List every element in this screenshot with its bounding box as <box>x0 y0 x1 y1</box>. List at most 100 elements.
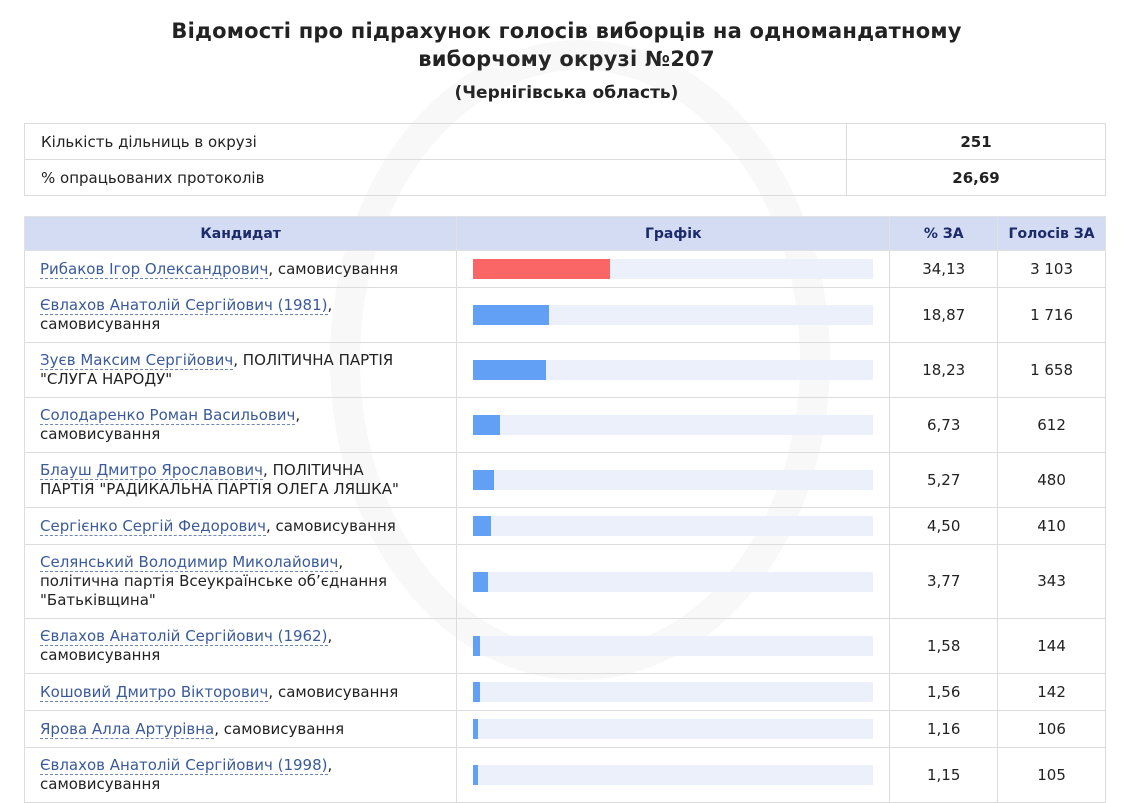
title-line-2: виборчому окрузі №207 <box>418 47 715 71</box>
graph-cell <box>456 618 891 674</box>
votes-cell: 343 <box>997 544 1106 619</box>
candidate-name-link[interactable]: Зуєв Максим Сергійович <box>40 351 234 370</box>
candidate-cell: Євлахов Анатолій Сергійович (1981), самов… <box>23 287 458 343</box>
votes-cell: 144 <box>997 618 1106 674</box>
candidate-name-link[interactable]: Кошовий Дмитро Вікторович <box>40 682 269 702</box>
candidate-cell: Ярова Алла Артурівна, самовисування <box>23 710 458 748</box>
graph-cell <box>456 287 891 343</box>
table-row: Ярова Алла Артурівна, самовисування 1,16 1… <box>23 710 1106 748</box>
header-votes[interactable]: Голосів ЗА <box>997 216 1106 251</box>
candidate-name-link[interactable]: Селянський Володимир Миколайович <box>40 553 339 572</box>
candidate-party: , <box>338 553 344 571</box>
graph-cell <box>456 544 891 619</box>
candidate-name-link[interactable]: Євлахов Анатолій Сергійович (1998) <box>40 756 328 775</box>
processed-value: 26,69 <box>846 159 1106 196</box>
table-row: Євлахов Анатолій Сергійович (1962), самов… <box>23 618 1106 674</box>
votes-cell: 105 <box>997 747 1106 803</box>
summary-row-processed: % опрацьованих протоколів 26,69 <box>24 159 1106 196</box>
page-title: Відомості про підрахунок голосів виборці… <box>0 0 1133 73</box>
table-row: Євлахов Анатолій Сергійович (1998), самов… <box>23 747 1106 803</box>
graph-cell <box>456 452 891 508</box>
vote-bar-track <box>473 636 874 656</box>
table-row: Кошовий Дмитро Вікторович, самовисування… <box>23 673 1106 711</box>
candidate-name-link[interactable]: Рибаков Ігор Олександрович <box>40 259 269 279</box>
vote-bar <box>473 719 478 739</box>
percent-cell: 3,77 <box>889 544 999 619</box>
table-row: Євлахов Анатолій Сергійович (1981), самов… <box>23 287 1106 343</box>
candidate-cell: Кошовий Дмитро Вікторович, самовисування <box>23 673 458 711</box>
table-row: Рибаков Ігор Олександрович, самовисуванн… <box>23 250 1106 288</box>
graph-cell <box>456 250 891 288</box>
percent-cell: 6,73 <box>889 397 999 453</box>
vote-bar-track <box>473 682 874 702</box>
precincts-value: 251 <box>846 123 1106 160</box>
vote-bar-track <box>473 305 874 325</box>
votes-cell: 1 716 <box>997 287 1106 343</box>
votes-cell: 1 658 <box>997 342 1106 398</box>
table-row: Блауш Дмитро Ярославович, ПОЛІТИЧНА ПАРТІ… <box>23 452 1106 508</box>
candidate-cell: Блауш Дмитро Ярославович, ПОЛІТИЧНА ПАРТІ… <box>23 452 458 508</box>
candidate-party: , самовисування <box>265 516 396 535</box>
percent-cell: 34,13 <box>889 250 999 288</box>
vote-bar <box>473 571 489 592</box>
candidate-party: , самовисування <box>268 682 399 701</box>
graph-cell <box>456 397 891 453</box>
header-percent[interactable]: % ЗА <box>889 216 999 251</box>
vote-bar-track <box>473 719 874 739</box>
candidate-party-line2: самовисування <box>40 315 161 333</box>
candidate-name-link[interactable]: Блауш Дмитро Ярославович <box>40 461 264 480</box>
graph-cell <box>456 710 891 748</box>
vote-bar <box>473 765 478 785</box>
percent-cell: 4,50 <box>889 507 999 545</box>
vote-bar <box>473 470 495 490</box>
candidate-cell: Рибаков Ігор Олександрович, самовисуванн… <box>23 250 458 288</box>
vote-bar-track <box>473 470 874 490</box>
vote-bar <box>473 305 549 325</box>
table-row: Солодаренко Роман Васильович, самовисуван… <box>23 397 1106 453</box>
percent-cell: 1,16 <box>889 710 999 748</box>
table-row: Зуєв Максим Сергійович, ПОЛІТИЧНА ПАРТІЯ… <box>23 342 1106 398</box>
candidate-name-link[interactable]: Євлахов Анатолій Сергійович (1981) <box>40 296 328 315</box>
vote-bar-track <box>473 360 874 380</box>
candidate-party-line2: політична партія Всеукраїнське об’єднанн… <box>40 572 388 609</box>
vote-bar-track <box>473 765 874 785</box>
percent-cell: 1,58 <box>889 618 999 674</box>
candidates-table: Кандидат Графік % ЗА Голосів ЗА Рибаков … <box>23 216 1106 803</box>
graph-cell <box>456 747 891 803</box>
candidate-party: , <box>327 627 333 645</box>
candidate-name-link[interactable]: Євлахов Анатолій Сергійович (1962) <box>40 627 328 646</box>
candidate-cell: Сергієнко Сергій Федорович, самовисуванн… <box>23 507 458 545</box>
graph-cell <box>456 673 891 711</box>
candidate-cell: Євлахов Анатолій Сергійович (1998), самов… <box>23 747 458 803</box>
candidate-name-link[interactable]: Солодаренко Роман Васильович <box>40 406 296 425</box>
percent-cell: 1,56 <box>889 673 999 711</box>
candidate-party-line2: "СЛУГА НАРОДУ" <box>40 370 173 388</box>
candidate-party-line2: самовисування <box>40 775 161 793</box>
votes-cell: 612 <box>997 397 1106 453</box>
percent-cell: 5,27 <box>889 452 999 508</box>
votes-cell: 480 <box>997 452 1106 508</box>
candidate-name-link[interactable]: Ярова Алла Артурівна <box>40 719 215 739</box>
vote-bar <box>473 636 480 656</box>
candidates-body: Рибаков Ігор Олександрович, самовисуванн… <box>23 250 1106 803</box>
candidate-party-line2: самовисування <box>40 646 161 664</box>
graph-cell <box>456 507 891 545</box>
graph-cell <box>456 342 891 398</box>
votes-cell: 106 <box>997 710 1106 748</box>
candidate-party-line2: ПАРТІЯ "РАДИКАЛЬНА ПАРТІЯ ОЛЕГА ЛЯШКА" <box>40 480 399 498</box>
vote-bar-track <box>473 259 874 279</box>
candidate-party: , <box>295 406 301 424</box>
candidate-cell: Зуєв Максим Сергійович, ПОЛІТИЧНА ПАРТІЯ… <box>23 342 458 398</box>
vote-bar-track <box>473 415 874 435</box>
candidate-party-line2: самовисування <box>40 425 161 443</box>
precincts-label: Кількість дільниць в окрузі <box>24 123 847 160</box>
vote-bar-track <box>473 516 874 536</box>
percent-cell: 18,87 <box>889 287 999 343</box>
table-row: Сергієнко Сергій Федорович, самовисуванн… <box>23 507 1106 545</box>
header-candidate[interactable]: Кандидат <box>23 216 458 251</box>
title-line-1: Відомості про підрахунок голосів виборці… <box>171 19 962 43</box>
candidate-cell: Євлахов Анатолій Сергійович (1962), самов… <box>23 618 458 674</box>
candidate-party: , ПОЛІТИЧНА <box>263 461 364 479</box>
table-row: Селянський Володимир Миколайович, політич… <box>23 544 1106 619</box>
candidate-name-link[interactable]: Сергієнко Сергій Федорович <box>40 516 266 536</box>
